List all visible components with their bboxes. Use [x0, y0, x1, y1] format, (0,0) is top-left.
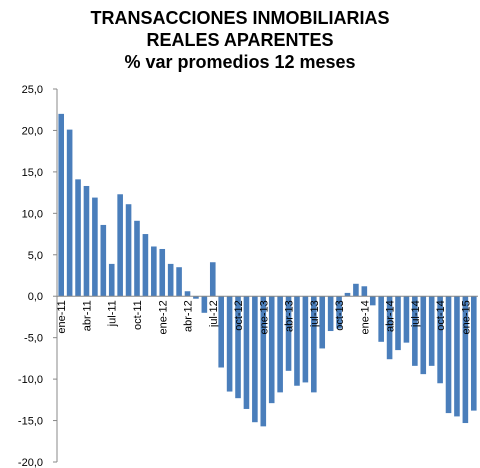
x-tick-label: oct-13 — [334, 300, 346, 331]
bar — [395, 296, 401, 351]
bar — [159, 248, 166, 297]
chart-title: TRANSACCIONES INMOBILIARIAS — [90, 8, 389, 28]
bar — [209, 262, 216, 297]
bar — [58, 113, 65, 297]
bar — [201, 296, 208, 313]
bar — [184, 291, 191, 297]
bar — [260, 296, 267, 427]
bar — [344, 292, 351, 297]
x-tick-label: abr-13 — [284, 300, 296, 332]
bar — [134, 220, 140, 297]
bar — [294, 296, 300, 386]
bar — [193, 296, 199, 299]
x-tick-label: abr-12 — [183, 300, 195, 332]
y-tick-label: 10,0 — [22, 208, 43, 220]
y-tick-label: 25,0 — [22, 84, 43, 96]
bar — [252, 296, 258, 423]
bar — [302, 296, 309, 383]
x-tick-label: ene-12 — [157, 300, 169, 334]
bar — [420, 296, 427, 375]
bar — [117, 194, 123, 297]
bar — [454, 296, 460, 417]
x-tick-label: jul-11 — [107, 300, 119, 327]
bar — [218, 296, 224, 368]
x-tick-label: abr-14 — [385, 300, 397, 332]
bar — [75, 179, 81, 297]
bar — [151, 246, 157, 297]
bar — [100, 224, 107, 297]
y-tick-label: 15,0 — [22, 167, 43, 179]
y-tick-label: 20,0 — [22, 125, 43, 137]
x-tick-label: abr-11 — [81, 300, 93, 331]
bar — [277, 296, 283, 393]
bar — [386, 296, 393, 360]
bar — [403, 296, 410, 343]
bar — [327, 296, 334, 332]
y-tick-label: 5,0 — [28, 250, 43, 262]
bar — [66, 129, 73, 297]
bar — [353, 283, 359, 297]
bar — [167, 263, 174, 297]
bar — [226, 296, 233, 392]
bar — [445, 296, 452, 414]
bar — [437, 296, 443, 384]
y-tick-label: -20,0 — [18, 457, 43, 468]
chart-subtitle: % var promedios 12 meses — [124, 52, 355, 72]
bar — [142, 234, 149, 297]
bar — [369, 296, 376, 306]
bar — [285, 296, 292, 371]
bar — [319, 296, 326, 349]
bar — [268, 296, 275, 404]
bar — [176, 267, 182, 297]
bar — [311, 296, 317, 393]
bar — [361, 286, 368, 297]
x-tick-label: ene-14 — [359, 300, 371, 334]
bar — [462, 296, 469, 424]
chart-title: REALES APARENTES — [146, 30, 333, 50]
bar — [125, 204, 132, 297]
bar — [243, 296, 250, 409]
y-tick-label: -10,0 — [18, 374, 43, 386]
bar — [470, 296, 477, 411]
x-tick-label: oct-11 — [132, 300, 144, 330]
bar — [92, 197, 98, 297]
bar — [235, 296, 241, 399]
y-tick-label: 0,0 — [28, 291, 43, 303]
x-tick-label: ene-11 — [56, 300, 68, 333]
x-tick-label: ene-13 — [258, 300, 270, 334]
x-tick-label: jul-12 — [208, 300, 220, 328]
y-tick-label: -15,0 — [18, 416, 43, 428]
y-tick-label: -5,0 — [24, 333, 43, 345]
x-tick-label: jul-14 — [410, 300, 422, 328]
x-tick-label: oct-14 — [435, 300, 447, 331]
bar — [378, 296, 384, 342]
x-tick-label: ene-15 — [460, 300, 472, 334]
bar — [83, 185, 90, 297]
x-tick-label: oct-12 — [233, 300, 245, 331]
x-tick-label: jul-13 — [309, 300, 321, 328]
bar — [336, 296, 342, 329]
bar — [428, 296, 435, 366]
bar — [412, 296, 418, 366]
bar — [108, 263, 115, 297]
